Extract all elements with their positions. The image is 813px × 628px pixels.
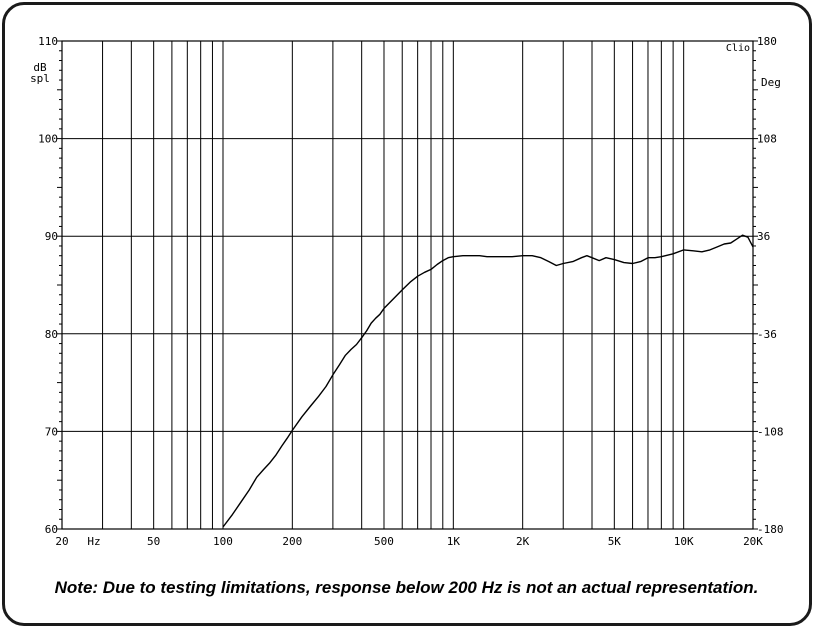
x-tick-label: 5K	[608, 535, 622, 548]
y-axis-unit-label: dB	[33, 61, 47, 74]
y2-tick-label: -108	[757, 425, 784, 438]
y-tick-label: 60	[45, 523, 58, 536]
y-tick-label: 110	[38, 35, 58, 48]
y-tick-label: 100	[38, 133, 58, 146]
y-tick-label: 80	[45, 328, 58, 341]
y2-axis-unit-label: Deg	[761, 76, 781, 89]
footnote: Note: Due to testing limitations, respon…	[54, 578, 759, 597]
minor-tick-marks	[57, 40, 758, 530]
x-tick-label: 1K	[447, 535, 461, 548]
y-axis-unit-label: spl	[30, 72, 50, 85]
y2-tick-label: -180	[757, 523, 784, 536]
x-tick-label: 20	[55, 535, 68, 548]
x-tick-label: 20K	[743, 535, 763, 548]
x-tick-label: 200	[282, 535, 302, 548]
response-curve	[222, 234, 754, 528]
x-axis-unit-label: Hz	[87, 535, 100, 548]
y2-tick-label: 36	[757, 230, 770, 243]
y2-tick-label: 180	[757, 35, 777, 48]
axis-labels: 20 50 100 200 500 1K 2K 5K 10K 20K Hz 110 100 90 80 70 6…	[30, 35, 783, 548]
brand-label: Clio	[726, 43, 750, 54]
y2-tick-label: 108	[757, 133, 777, 146]
y-tick-label: 70	[45, 425, 58, 438]
x-tick-label: 2K	[516, 535, 530, 548]
chart-grid	[62, 41, 753, 529]
y2-tick-label: -36	[757, 328, 777, 341]
x-tick-label: 50	[147, 535, 160, 548]
x-tick-label: 10K	[674, 535, 694, 548]
x-tick-label: 100	[213, 535, 233, 548]
y-tick-label: 90	[45, 230, 58, 243]
x-tick-label: 500	[374, 535, 394, 548]
